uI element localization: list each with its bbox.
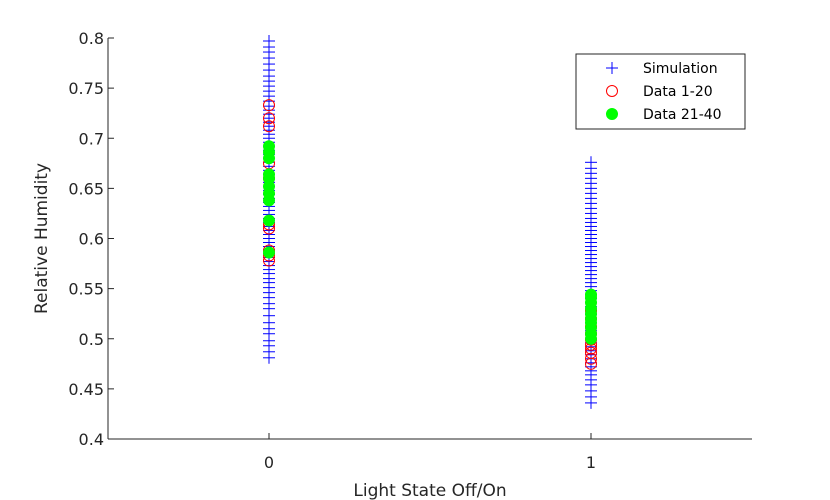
x-tick-label: 1 [586,453,596,472]
data-point [263,99,275,112]
data-point [263,112,275,125]
legend-marker [606,62,618,74]
y-ticks: 0.4 0.45 0.5 0.55 0.6 0.65 0.7 0.75 0.8 [68,29,114,449]
y-tick-label: 0.55 [68,280,104,299]
legend-marker [606,108,618,120]
y-axis-label: Relative Humidity [32,163,52,314]
data-point [585,346,597,359]
y-tick-label: 0.4 [79,430,104,449]
data-point [263,120,275,133]
series-data-21-40 [263,140,597,345]
data-point [585,288,597,301]
legend-box [575,53,746,130]
legend-item: Simulation [606,61,718,77]
y-tick-label: 0.45 [68,380,104,399]
y-tick-label: 0.7 [79,129,104,148]
legend-items: Simulation Data 1-20 Data 21-40 [606,61,722,123]
legend-label: Data 21-40 [643,107,722,123]
legend-item: Data 1-20 [606,84,713,100]
y-tick-label: 0.5 [79,330,104,349]
x-tick-label: 0 [264,453,274,472]
y-tick-label: 0.6 [79,230,104,249]
data-point [263,35,275,48]
legend-label: Data 1-20 [643,84,713,100]
legend-marker [606,85,618,97]
legend-item: Data 21-40 [606,107,722,123]
data-point [263,214,275,227]
y-tick-label: 0.65 [68,179,104,198]
data-points [263,35,597,409]
series-simulation [263,35,597,409]
data-point [263,140,275,153]
y-tick-label: 0.8 [79,29,104,48]
data-point [263,246,275,259]
y-tick-label: 0.75 [68,79,104,98]
data-point [585,156,597,169]
legend: Simulation Data 1-20 Data 21-40 [575,53,746,130]
x-axis-label: Light State Off/On [353,481,506,500]
series-data-1-20 [263,99,597,370]
data-point [585,352,597,365]
legend-label: Simulation [643,61,718,77]
data-point [263,168,275,181]
